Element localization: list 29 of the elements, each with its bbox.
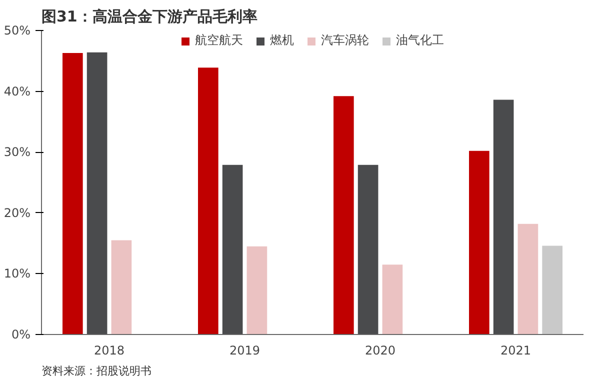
y-tick-label: 0% xyxy=(11,328,31,342)
bar xyxy=(334,96,354,334)
bar xyxy=(518,224,538,334)
legend-label: 油气化工 xyxy=(396,32,444,49)
bar xyxy=(222,164,243,334)
bar xyxy=(246,246,268,334)
y-tick-label: 50% xyxy=(4,24,30,38)
bar xyxy=(493,100,514,334)
y-tick-label: 30% xyxy=(4,145,30,160)
y-tick-label: 40% xyxy=(4,84,30,98)
legend-label: 汽车涡轮 xyxy=(321,32,369,49)
x-tick-label: 2021 xyxy=(500,344,532,358)
bar xyxy=(111,240,132,334)
x-tick-label: 2019 xyxy=(229,344,260,358)
y-tick-label: 10% xyxy=(4,266,30,281)
bar xyxy=(198,68,218,334)
chart-title: 图31：高温合金下游产品毛利率 xyxy=(42,8,258,26)
bar xyxy=(542,246,562,334)
text: 资料来源：招股说明书 xyxy=(42,364,152,378)
y-tick-label: 20% xyxy=(4,206,30,220)
bar xyxy=(382,264,403,334)
legend-label: 航空航天 xyxy=(195,32,243,49)
x-tick-label: 2020 xyxy=(364,344,396,358)
bar xyxy=(62,52,83,334)
bar xyxy=(358,164,378,334)
bar xyxy=(86,52,108,334)
bar xyxy=(469,150,490,334)
x-tick-label: 2018 xyxy=(94,344,125,358)
legend-label: 燃机 xyxy=(270,32,294,49)
